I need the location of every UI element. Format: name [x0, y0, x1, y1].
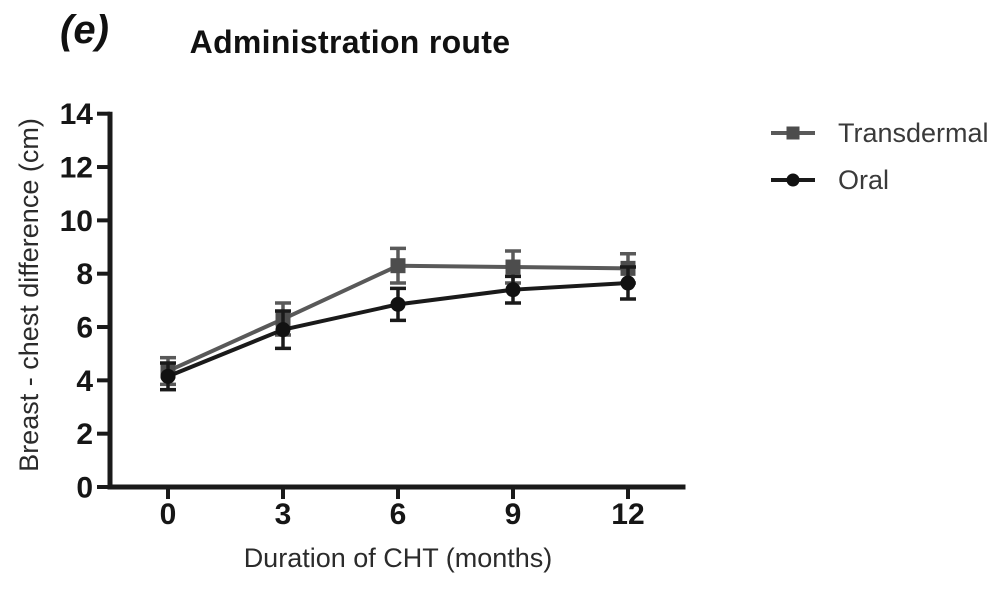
x-tick-label: 3 — [275, 498, 292, 531]
transdermal-square-marker-icon — [771, 126, 815, 140]
y-tick-label: 10 — [60, 205, 93, 238]
x-tick-label: 6 — [390, 498, 407, 531]
data-point-circle — [275, 322, 291, 338]
legend-key-square — [786, 126, 800, 140]
legend-key-circle — [786, 173, 800, 187]
data-point-square — [390, 258, 406, 274]
panel-label: (e) — [60, 8, 109, 52]
y-tick-label: 14 — [60, 98, 94, 131]
series-oral — [160, 265, 636, 392]
x-tick-label: 0 — [160, 498, 177, 531]
x-axis-label: Duration of CHT (months) — [243, 543, 553, 573]
data-point-circle — [390, 296, 406, 312]
data-point-circle — [505, 282, 521, 298]
x-tick-label: 12 — [611, 498, 644, 531]
y-tick-label: 12 — [60, 152, 93, 185]
legend-row-oral: Oral — [770, 159, 989, 201]
data-point-circle — [620, 275, 636, 291]
chart-title: Administration route — [189, 24, 511, 60]
legend-label-oral: Oral — [838, 164, 890, 195]
data-point-square — [505, 259, 521, 275]
chart-legend: Transdermal Oral — [770, 112, 989, 201]
y-tick-label: 2 — [76, 418, 93, 451]
legend-label-transdermal: Transdermal — [838, 117, 989, 148]
legend-row-transdermal: Transdermal — [770, 112, 989, 154]
y-tick-label: 8 — [76, 258, 93, 291]
oral-circle-marker-icon — [771, 173, 815, 187]
data-point-circle — [160, 368, 176, 384]
x-tick-label: 9 — [505, 498, 522, 531]
y-tick-label: 0 — [76, 472, 93, 505]
y-ticks: 0 2 4 6 8 10 12 14 — [60, 98, 110, 505]
y-tick-label: 4 — [76, 365, 93, 398]
x-ticks: 0 3 6 9 12 — [160, 487, 645, 531]
y-tick-label: 6 — [76, 312, 93, 345]
